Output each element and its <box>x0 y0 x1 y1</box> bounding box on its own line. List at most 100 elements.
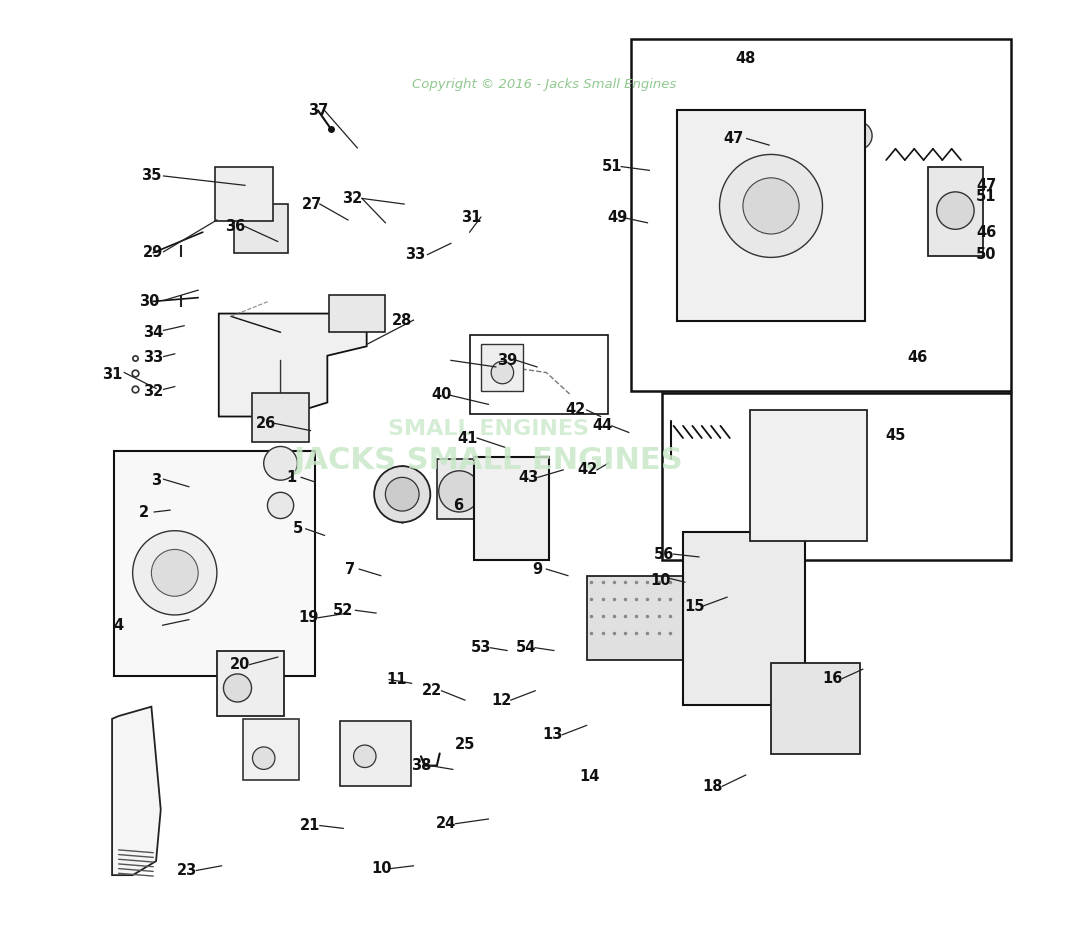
Circle shape <box>937 192 975 229</box>
Text: 18: 18 <box>702 779 723 794</box>
Text: 56: 56 <box>654 547 674 562</box>
Text: 42: 42 <box>577 462 598 477</box>
Text: 23: 23 <box>176 863 197 878</box>
Bar <box>771 663 860 754</box>
Text: 46: 46 <box>907 350 927 365</box>
Text: 28: 28 <box>392 313 413 328</box>
Text: 29: 29 <box>143 245 163 260</box>
Bar <box>661 393 1011 560</box>
Text: 26: 26 <box>256 416 276 431</box>
Text: JACKS SMALL ENGINES: JACKS SMALL ENGINES <box>294 446 683 475</box>
Bar <box>234 204 287 253</box>
Bar <box>215 167 273 221</box>
Bar <box>341 721 411 786</box>
Text: 7: 7 <box>345 562 355 577</box>
Bar <box>928 167 982 256</box>
Bar <box>437 459 481 519</box>
Bar <box>475 457 549 560</box>
Bar <box>217 651 284 716</box>
Text: Copyright © 2016 - Jacks Small Engines: Copyright © 2016 - Jacks Small Engines <box>413 78 676 91</box>
Text: 11: 11 <box>387 672 407 687</box>
Text: 51: 51 <box>601 159 622 174</box>
Text: 2: 2 <box>138 505 149 520</box>
Polygon shape <box>219 314 367 417</box>
Text: 25: 25 <box>455 737 475 752</box>
Text: 50: 50 <box>976 247 996 262</box>
Text: 10: 10 <box>371 861 392 876</box>
Bar <box>114 451 315 676</box>
Text: 45: 45 <box>885 428 906 443</box>
Text: 12: 12 <box>491 693 512 708</box>
Text: 33: 33 <box>405 247 426 262</box>
Circle shape <box>844 122 872 150</box>
Text: 3: 3 <box>151 473 161 488</box>
Text: 9: 9 <box>531 562 542 577</box>
Text: 35: 35 <box>142 168 161 183</box>
Text: 54: 54 <box>515 640 536 655</box>
Text: 42: 42 <box>565 402 586 417</box>
Bar <box>677 110 865 321</box>
Text: 48: 48 <box>735 51 756 66</box>
Text: 1: 1 <box>286 470 297 485</box>
Text: 41: 41 <box>457 431 478 446</box>
Text: 49: 49 <box>608 210 627 225</box>
Text: 44: 44 <box>592 418 613 433</box>
Text: 38: 38 <box>411 758 431 773</box>
Text: 53: 53 <box>470 640 491 655</box>
Text: 39: 39 <box>497 353 517 368</box>
Text: 47: 47 <box>976 178 996 193</box>
Bar <box>469 335 608 414</box>
Bar <box>481 344 523 391</box>
Bar <box>587 576 695 660</box>
Text: 52: 52 <box>333 603 354 618</box>
Text: 47: 47 <box>723 131 744 146</box>
Bar <box>243 719 299 780</box>
Text: 15: 15 <box>684 599 705 614</box>
Circle shape <box>133 531 217 615</box>
Text: 40: 40 <box>431 388 452 402</box>
Text: 14: 14 <box>579 769 600 784</box>
Text: 31: 31 <box>462 210 481 225</box>
Text: 30: 30 <box>139 294 160 309</box>
Circle shape <box>264 446 297 480</box>
Circle shape <box>253 747 274 769</box>
Bar <box>329 295 386 332</box>
Circle shape <box>720 154 822 257</box>
Bar <box>683 532 805 705</box>
Text: 4: 4 <box>113 618 124 633</box>
Bar <box>631 39 1011 391</box>
Text: 5: 5 <box>293 521 304 536</box>
Text: 10: 10 <box>650 573 671 588</box>
Text: 31: 31 <box>102 367 122 382</box>
Text: 37: 37 <box>308 103 328 118</box>
Text: 21: 21 <box>301 818 320 833</box>
Text: 16: 16 <box>822 671 843 686</box>
Circle shape <box>354 745 376 768</box>
Bar <box>253 393 308 442</box>
Text: 51: 51 <box>976 189 996 204</box>
Circle shape <box>268 492 294 519</box>
Text: 43: 43 <box>518 470 539 485</box>
Polygon shape <box>112 707 161 875</box>
Circle shape <box>375 466 430 522</box>
Text: 36: 36 <box>225 219 246 234</box>
Circle shape <box>491 361 514 384</box>
Text: 32: 32 <box>143 384 163 399</box>
Text: 19: 19 <box>298 610 319 625</box>
Text: 32: 32 <box>343 191 363 206</box>
Text: 6: 6 <box>453 498 464 513</box>
Text: SMALL ENGINES: SMALL ENGINES <box>388 418 589 439</box>
Circle shape <box>223 674 252 702</box>
Circle shape <box>743 178 799 234</box>
Circle shape <box>439 471 480 512</box>
Circle shape <box>151 549 198 596</box>
Circle shape <box>386 477 419 511</box>
Text: 24: 24 <box>436 816 456 831</box>
Text: 13: 13 <box>542 727 563 742</box>
Text: 33: 33 <box>143 350 163 365</box>
Text: 27: 27 <box>303 197 322 212</box>
Text: 20: 20 <box>230 657 250 672</box>
Text: 22: 22 <box>423 683 442 698</box>
Text: 46: 46 <box>976 225 996 240</box>
Bar <box>750 410 868 541</box>
